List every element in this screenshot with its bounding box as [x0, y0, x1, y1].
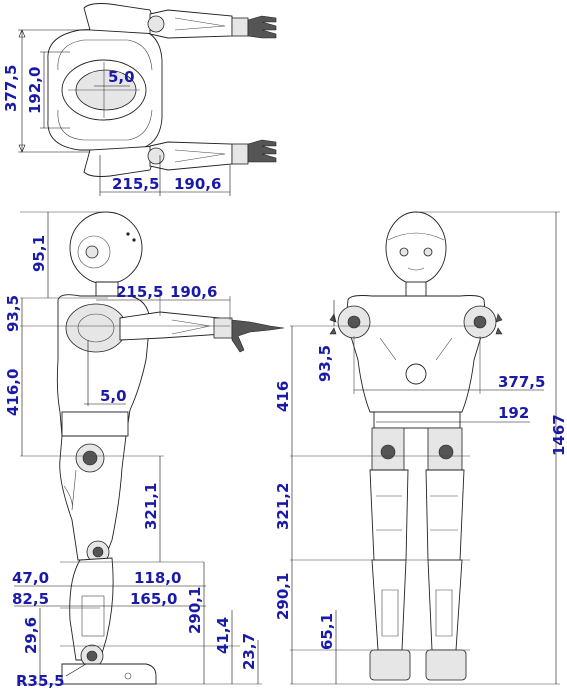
- top-view: 377,5 192,0 5,0 215,5 190,6: [2, 3, 277, 196]
- dim-front-torso: 416: [274, 381, 292, 412]
- dim-side-head: 95,1: [30, 235, 48, 272]
- side-view: 95,1 93,5 215,5 190,6 416,0 5,0 321,1 47…: [4, 211, 285, 690]
- dim-side-foot-c: 82,5: [12, 590, 49, 608]
- dim-top-offset: 5,0: [108, 68, 135, 86]
- front-view: 1467 93,5 377,5 416 192 321,2 290,1 65,1: [274, 211, 567, 685]
- dim-side-offset: 5,0: [100, 387, 127, 405]
- dim-side-heel: 29,6: [22, 617, 40, 654]
- dim-side-shoulder: 215,5: [116, 283, 163, 301]
- dim-side-radius: R35,5: [16, 672, 65, 690]
- dim-top-height: 377,5: [2, 65, 20, 112]
- dim-top-shoulder: 215,5: [112, 175, 159, 193]
- dim-side-foot-a: 47,0: [12, 569, 49, 587]
- dim-side-sole: 23,7: [240, 633, 258, 670]
- dim-side-foot-b: 118,0: [134, 569, 181, 587]
- dim-front-shoulder-step: 93,5: [316, 345, 334, 382]
- dim-side-arm: 190,6: [170, 283, 217, 301]
- dim-top-arm: 190,6: [174, 175, 221, 193]
- dim-front-thigh: 321,2: [274, 483, 292, 530]
- dim-top-inner-height: 192,0: [26, 67, 44, 114]
- dim-front-ankle: 65,1: [318, 613, 336, 650]
- dim-side-shin: 290,1: [186, 587, 204, 634]
- dim-side-shoulder-step: 93,5: [4, 295, 22, 332]
- dim-side-torso: 416,0: [4, 369, 22, 416]
- dim-front-shin: 290,1: [274, 573, 292, 620]
- dim-front-total: 1467: [550, 414, 567, 456]
- dim-side-ankle: 41,4: [214, 617, 232, 654]
- dim-side-foot-d: 165,0: [130, 590, 177, 608]
- dim-front-width: 377,5: [498, 373, 545, 391]
- dim-front-hip: 192: [498, 404, 529, 422]
- dim-side-thigh: 321,1: [142, 483, 160, 530]
